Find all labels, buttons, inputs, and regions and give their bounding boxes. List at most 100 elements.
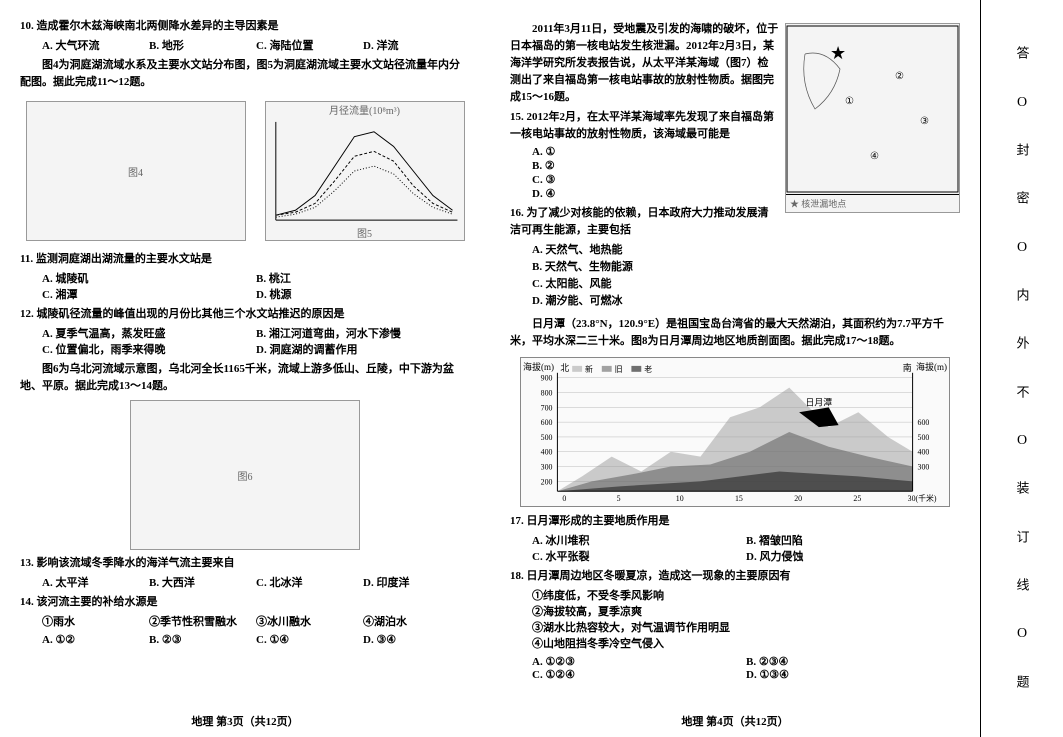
q16-opt-a: A. 天然气、地热能	[532, 241, 779, 257]
binding-char-0: 答	[1013, 46, 1032, 62]
figure-5-label: 图5	[357, 225, 372, 240]
binding-char-9: 装	[1013, 481, 1032, 497]
q18-opt-d: D. ①③④	[746, 668, 960, 681]
q14-stem: 14. 该河流主要的补给水源是	[20, 594, 470, 611]
q15-stem: 15. 2012年2月，在太平洋某海域率先发现了来自福岛第一核电站事故的放射性物…	[510, 109, 779, 143]
intro-13-14: 图6为乌北河流域示意图，乌北河全长1165千米，流域上游多低山、丘陵，中下游为盆…	[20, 361, 470, 395]
q14-item-1: ①雨水	[42, 613, 149, 629]
svg-text:10: 10	[676, 494, 684, 503]
svg-text:400: 400	[918, 447, 930, 456]
figure-4: 图4	[26, 101, 246, 241]
q14-item-4: ④湖泊水	[363, 613, 470, 629]
figure-5-ylabel: 月径流量(10⁸m³)	[329, 102, 400, 117]
intro-17-18: 日月潭（23.8°N，120.9°E）是祖国宝岛台湾省的最大天然湖泊，其面积约为…	[510, 316, 960, 350]
svg-text:15: 15	[735, 494, 743, 503]
q12-opt-a: A. 夏季气温高，蒸发旺盛	[42, 325, 256, 341]
binding-char-3: 密	[1013, 191, 1032, 207]
q12-opts: A. 夏季气温高，蒸发旺盛 B. 湘江河道弯曲，河水下渗慢 C. 位置偏北，雨季…	[20, 325, 470, 357]
q18-item-2: ②海拔较高，夏季凉爽	[532, 603, 960, 619]
q10-opt-d: D. 洋流	[363, 37, 470, 53]
svg-text:④: ④	[870, 151, 879, 162]
q11-opt-a: A. 城陵矶	[42, 270, 256, 286]
q13-opt-d: D. 印度洋	[363, 574, 470, 590]
q15-opt-a: A. ①	[532, 145, 779, 158]
svg-text:300: 300	[541, 462, 553, 471]
figure-7-legend: ★ 核泄漏地点	[786, 194, 959, 212]
intro-15-16: 2011年3月11日，受地震及引发的海啸的破坏，位于日本福岛的第一核电站发生核泄…	[510, 21, 779, 106]
page-3: 10. 造成霍尔木兹海峡南北两侧降水差异的主导因素是 A. 大气环流 B. 地形…	[0, 0, 490, 737]
q14-item-2: ②季节性积雪融水	[149, 613, 256, 629]
q14-item-3: ③冰川融水	[256, 613, 363, 629]
binding-char-1: O	[1017, 95, 1027, 111]
q16-opt-d: D. 潮汐能、可燃冰	[532, 292, 779, 308]
q18-item-3: ③湖水比热容较大，对气温调节作用明显	[532, 619, 960, 635]
q17-stem: 17. 日月潭形成的主要地质作用是	[510, 513, 960, 530]
q10-opt-c: C. 海陆位置	[256, 37, 363, 53]
svg-text:25: 25	[853, 494, 861, 503]
q11-opts: A. 城陵矶 B. 桃江 C. 湘潭 D. 桃源	[20, 270, 470, 302]
binding-char-13: 题	[1013, 675, 1032, 691]
q13-opt-c: C. 北冰洋	[256, 574, 363, 590]
q13-opt-a: A. 太平洋	[42, 574, 149, 590]
q16-opts: A. 天然气、地热能 B. 天然气、生物能源 C. 太阳能、风能 D. 潮汐能、…	[510, 241, 779, 309]
binding-char-11: 线	[1013, 578, 1032, 594]
svg-text:600: 600	[918, 418, 930, 427]
q15-opt-d: D. ④	[532, 187, 779, 200]
svg-text:0: 0	[562, 494, 566, 503]
binding-margin: 答 O 封 密 O 内 外 不 O 装 订 线 O 题	[980, 0, 1063, 737]
q18-opt-c: C. ①②④	[532, 668, 746, 681]
q13-stem: 13. 影响该流域冬季降水的海洋气流主要来自	[20, 555, 470, 572]
q17-opt-a: A. 冰川堆积	[532, 532, 746, 548]
footer-left: 地理 第3页（共12页）	[0, 713, 490, 729]
q18-opt-b: B. ②③④	[746, 655, 960, 668]
svg-text:新: 新	[585, 363, 593, 373]
svg-text:500: 500	[918, 432, 930, 441]
figure-7: ★ ① ② ③ ④ ★ 核泄漏地点	[785, 23, 960, 213]
binding-char-2: 封	[1013, 143, 1032, 159]
q18-stem: 18. 日月潭周边地区冬暖夏凉，造成这一现象的主要原因有	[510, 568, 960, 585]
svg-text:20: 20	[794, 494, 802, 503]
binding-char-7: 不	[1013, 385, 1032, 401]
q14-opts: A. ①② B. ②③ C. ①④ D. ③④	[20, 633, 470, 646]
binding-char-5: 内	[1013, 288, 1032, 304]
svg-text:800: 800	[541, 388, 553, 397]
q10-opt-b: B. 地形	[149, 37, 256, 53]
svg-text:600: 600	[541, 418, 553, 427]
svg-text:5: 5	[617, 494, 621, 503]
chart-ylabel-left: 海拔(m)	[523, 360, 554, 373]
svg-text:300: 300	[918, 462, 930, 471]
page-4: 2011年3月11日，受地震及引发的海啸的破坏，位于日本福岛的第一核电站发生核泄…	[490, 0, 980, 737]
figure-6: 图6	[130, 400, 360, 550]
svg-text:30(千米): 30(千米)	[908, 493, 937, 503]
svg-text:②: ②	[895, 71, 904, 82]
q14-items: ①雨水 ②季节性积雪融水 ③冰川融水 ④湖泊水	[20, 613, 470, 629]
q15-opt-b: B. ②	[532, 159, 779, 172]
q14-opt-d: D. ③④	[363, 633, 470, 646]
figure-4-label: 图4	[128, 164, 143, 179]
q12-opt-b: B. 湘江河道弯曲，河水下渗慢	[256, 325, 470, 341]
q18-opts: A. ①②③ B. ②③④ C. ①②④ D. ①③④	[510, 655, 960, 681]
svg-text:南: 南	[903, 361, 912, 372]
chart-svg: 900 800 700 600 500 400 300 200 600 500 …	[521, 358, 949, 506]
q11-stem: 11. 监测洞庭湖出湖流量的主要水文站是	[20, 251, 470, 268]
q10-stem: 10. 造成霍尔木兹海峡南北两侧降水差异的主导因素是	[20, 18, 470, 35]
svg-text:日月潭: 日月潭	[806, 397, 833, 407]
fig-row-4-5: 图4 月径流量(10⁸m³) 图5	[20, 96, 470, 246]
q17-opt-d: D. 风力侵蚀	[746, 548, 960, 564]
q18-items: ①纬度低，不受冬季风影响 ②海拔较高，夏季凉爽 ③湖水比热容较大，对气温调节作用…	[510, 587, 960, 651]
q17-opts: A. 冰川堆积 B. 褶皱凹陷 C. 水平张裂 D. 风力侵蚀	[510, 532, 960, 564]
figure-5-chart	[266, 117, 462, 225]
svg-text:900: 900	[541, 373, 553, 382]
figure-7-map: ★ ① ② ③ ④	[785, 24, 960, 194]
svg-text:★: ★	[830, 43, 846, 63]
q13-opt-b: B. 大西洋	[149, 574, 256, 590]
chart-ylabel-right: 海拔(m)	[916, 360, 947, 373]
q12-opt-c: C. 位置偏北，雨季来得晚	[42, 341, 256, 357]
q14-opt-a: A. ①②	[42, 633, 149, 646]
q17-opt-c: C. 水平张裂	[532, 548, 746, 564]
intro-11-12: 图4为洞庭湖流域水系及主要水文站分布图，图5为洞庭湖流域主要水文站径流量年内分配…	[20, 57, 470, 91]
svg-text:①: ①	[845, 96, 854, 107]
q11-opt-c: C. 湘潭	[42, 286, 256, 302]
svg-text:400: 400	[541, 447, 553, 456]
q11-opt-d: D. 桃源	[256, 286, 470, 302]
